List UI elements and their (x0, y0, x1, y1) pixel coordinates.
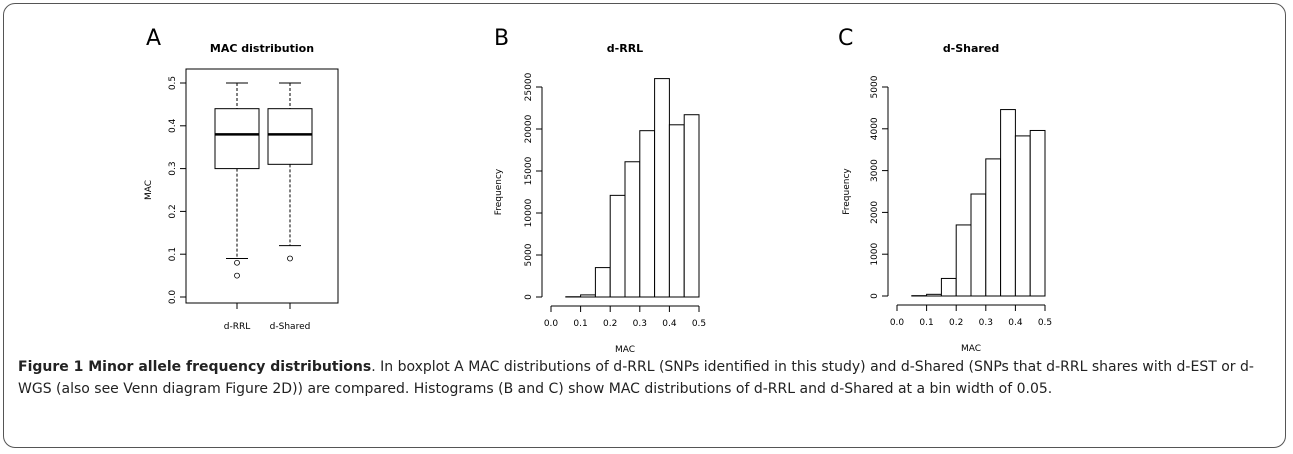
hist-b-title: d-RRL (607, 42, 643, 55)
boxplot-box (214, 108, 260, 170)
hist-b-y-tick-label: 15000 (524, 156, 534, 185)
figure-frame (3, 3, 1286, 448)
boxplot-box (267, 108, 313, 165)
boxplot-category-label: d-Shared (270, 322, 311, 332)
hist-c-bar (1029, 129, 1046, 297)
hist-b-x-tick-label: 0.2 (603, 319, 617, 329)
hist-c-title: d-Shared (943, 42, 999, 55)
hist-b-x-tick-label: 0.1 (573, 319, 587, 329)
boxplot-outlier (234, 272, 240, 279)
hist-b-bar (580, 294, 596, 298)
boxplot-y-tick-label: 0.0 (168, 290, 178, 305)
hist-c-bar (1000, 109, 1016, 297)
hist-c-y-tick-label: 4000 (870, 117, 880, 140)
panel-letter-c: C (838, 26, 854, 51)
hist-b-x-axis-label: MAC (615, 345, 635, 354)
caption-text: . In boxplot A MAC distributions of d-RR… (18, 359, 1254, 397)
hist-b-x-tick-label: 0.3 (633, 319, 647, 329)
boxplot-y-tick-label: 0.3 (168, 161, 178, 175)
hist-b-y-tick-label: 10000 (524, 198, 534, 227)
caption-title: Figure 1 Minor allele frequency distribu… (18, 359, 372, 375)
hist-b-y-tick-label: 20000 (524, 114, 534, 143)
panel-letter-b: B (494, 26, 510, 51)
hist-c-y-tick-label: 3000 (870, 159, 880, 182)
hist-b-bar (654, 78, 670, 298)
boxplot-plot-frame (185, 68, 339, 304)
hist-c-y-axis-label: Frequency (842, 168, 852, 215)
hist-b-bar (683, 114, 700, 298)
hist-b-x-tick-label: 0.0 (544, 319, 559, 329)
boxplot-y-tick-label: 0.2 (168, 204, 178, 218)
hist-b-bar (668, 124, 685, 298)
hist-b-bar (624, 161, 641, 298)
boxplot-y-tick-label: 0.5 (168, 76, 178, 90)
hist-c-bar (926, 293, 942, 297)
boxplot-y-tick-label: 0.4 (168, 118, 178, 133)
hist-c-bar (985, 158, 1002, 297)
boxplot-title: MAC distribution (210, 42, 314, 55)
hist-b-bar (594, 267, 611, 298)
hist-c-x-tick-label: 0.0 (890, 318, 905, 328)
boxplot-category-label: d-RRL (224, 322, 250, 332)
hist-b-y-tick-label: 25000 (524, 72, 534, 101)
hist-b-x-tick-label: 0.5 (692, 319, 706, 329)
hist-b-y-tick-label: 0 (524, 294, 534, 300)
hist-c-x-axis-label: MAC (961, 344, 981, 354)
hist-b-bar (609, 194, 626, 298)
hist-c-bar (940, 277, 957, 297)
boxplot-y-axis-label: MAC (144, 180, 154, 200)
panel-letter-a: A (146, 26, 162, 51)
hist-c-y-tick-label: 0 (870, 293, 880, 299)
hist-c-x-tick-label: 0.3 (979, 318, 993, 328)
hist-c-x-tick-label: 0.4 (1008, 318, 1023, 328)
hist-b-bar (639, 130, 656, 298)
boxplot-outlier (234, 259, 240, 266)
hist-c-y-tick-label: 1000 (870, 242, 880, 265)
hist-c-bar (1014, 135, 1031, 297)
hist-c-bar (955, 224, 972, 297)
hist-c-x-tick-label: 0.2 (949, 318, 963, 328)
hist-c-y-tick-label: 5000 (870, 75, 880, 98)
hist-b-x-tick-label: 0.4 (662, 319, 677, 329)
figure-caption: Figure 1 Minor allele frequency distribu… (18, 356, 1273, 400)
hist-c-x-tick-label: 0.1 (919, 318, 933, 328)
hist-c-x-tick-label: 0.5 (1038, 318, 1052, 328)
hist-b-y-axis-label: Frequency (494, 168, 504, 215)
hist-c-y-tick-label: 2000 (870, 201, 880, 224)
hist-c-bar (970, 193, 987, 297)
boxplot-outlier (287, 255, 293, 262)
hist-b-y-tick-label: 5000 (524, 243, 534, 266)
figure-charts: MAC distribution 0.0 0.1 0.2 0.3 0.4 0.5 MAC d-R… (144, 42, 1052, 354)
boxplot-y-tick-label: 0.1 (168, 247, 178, 261)
